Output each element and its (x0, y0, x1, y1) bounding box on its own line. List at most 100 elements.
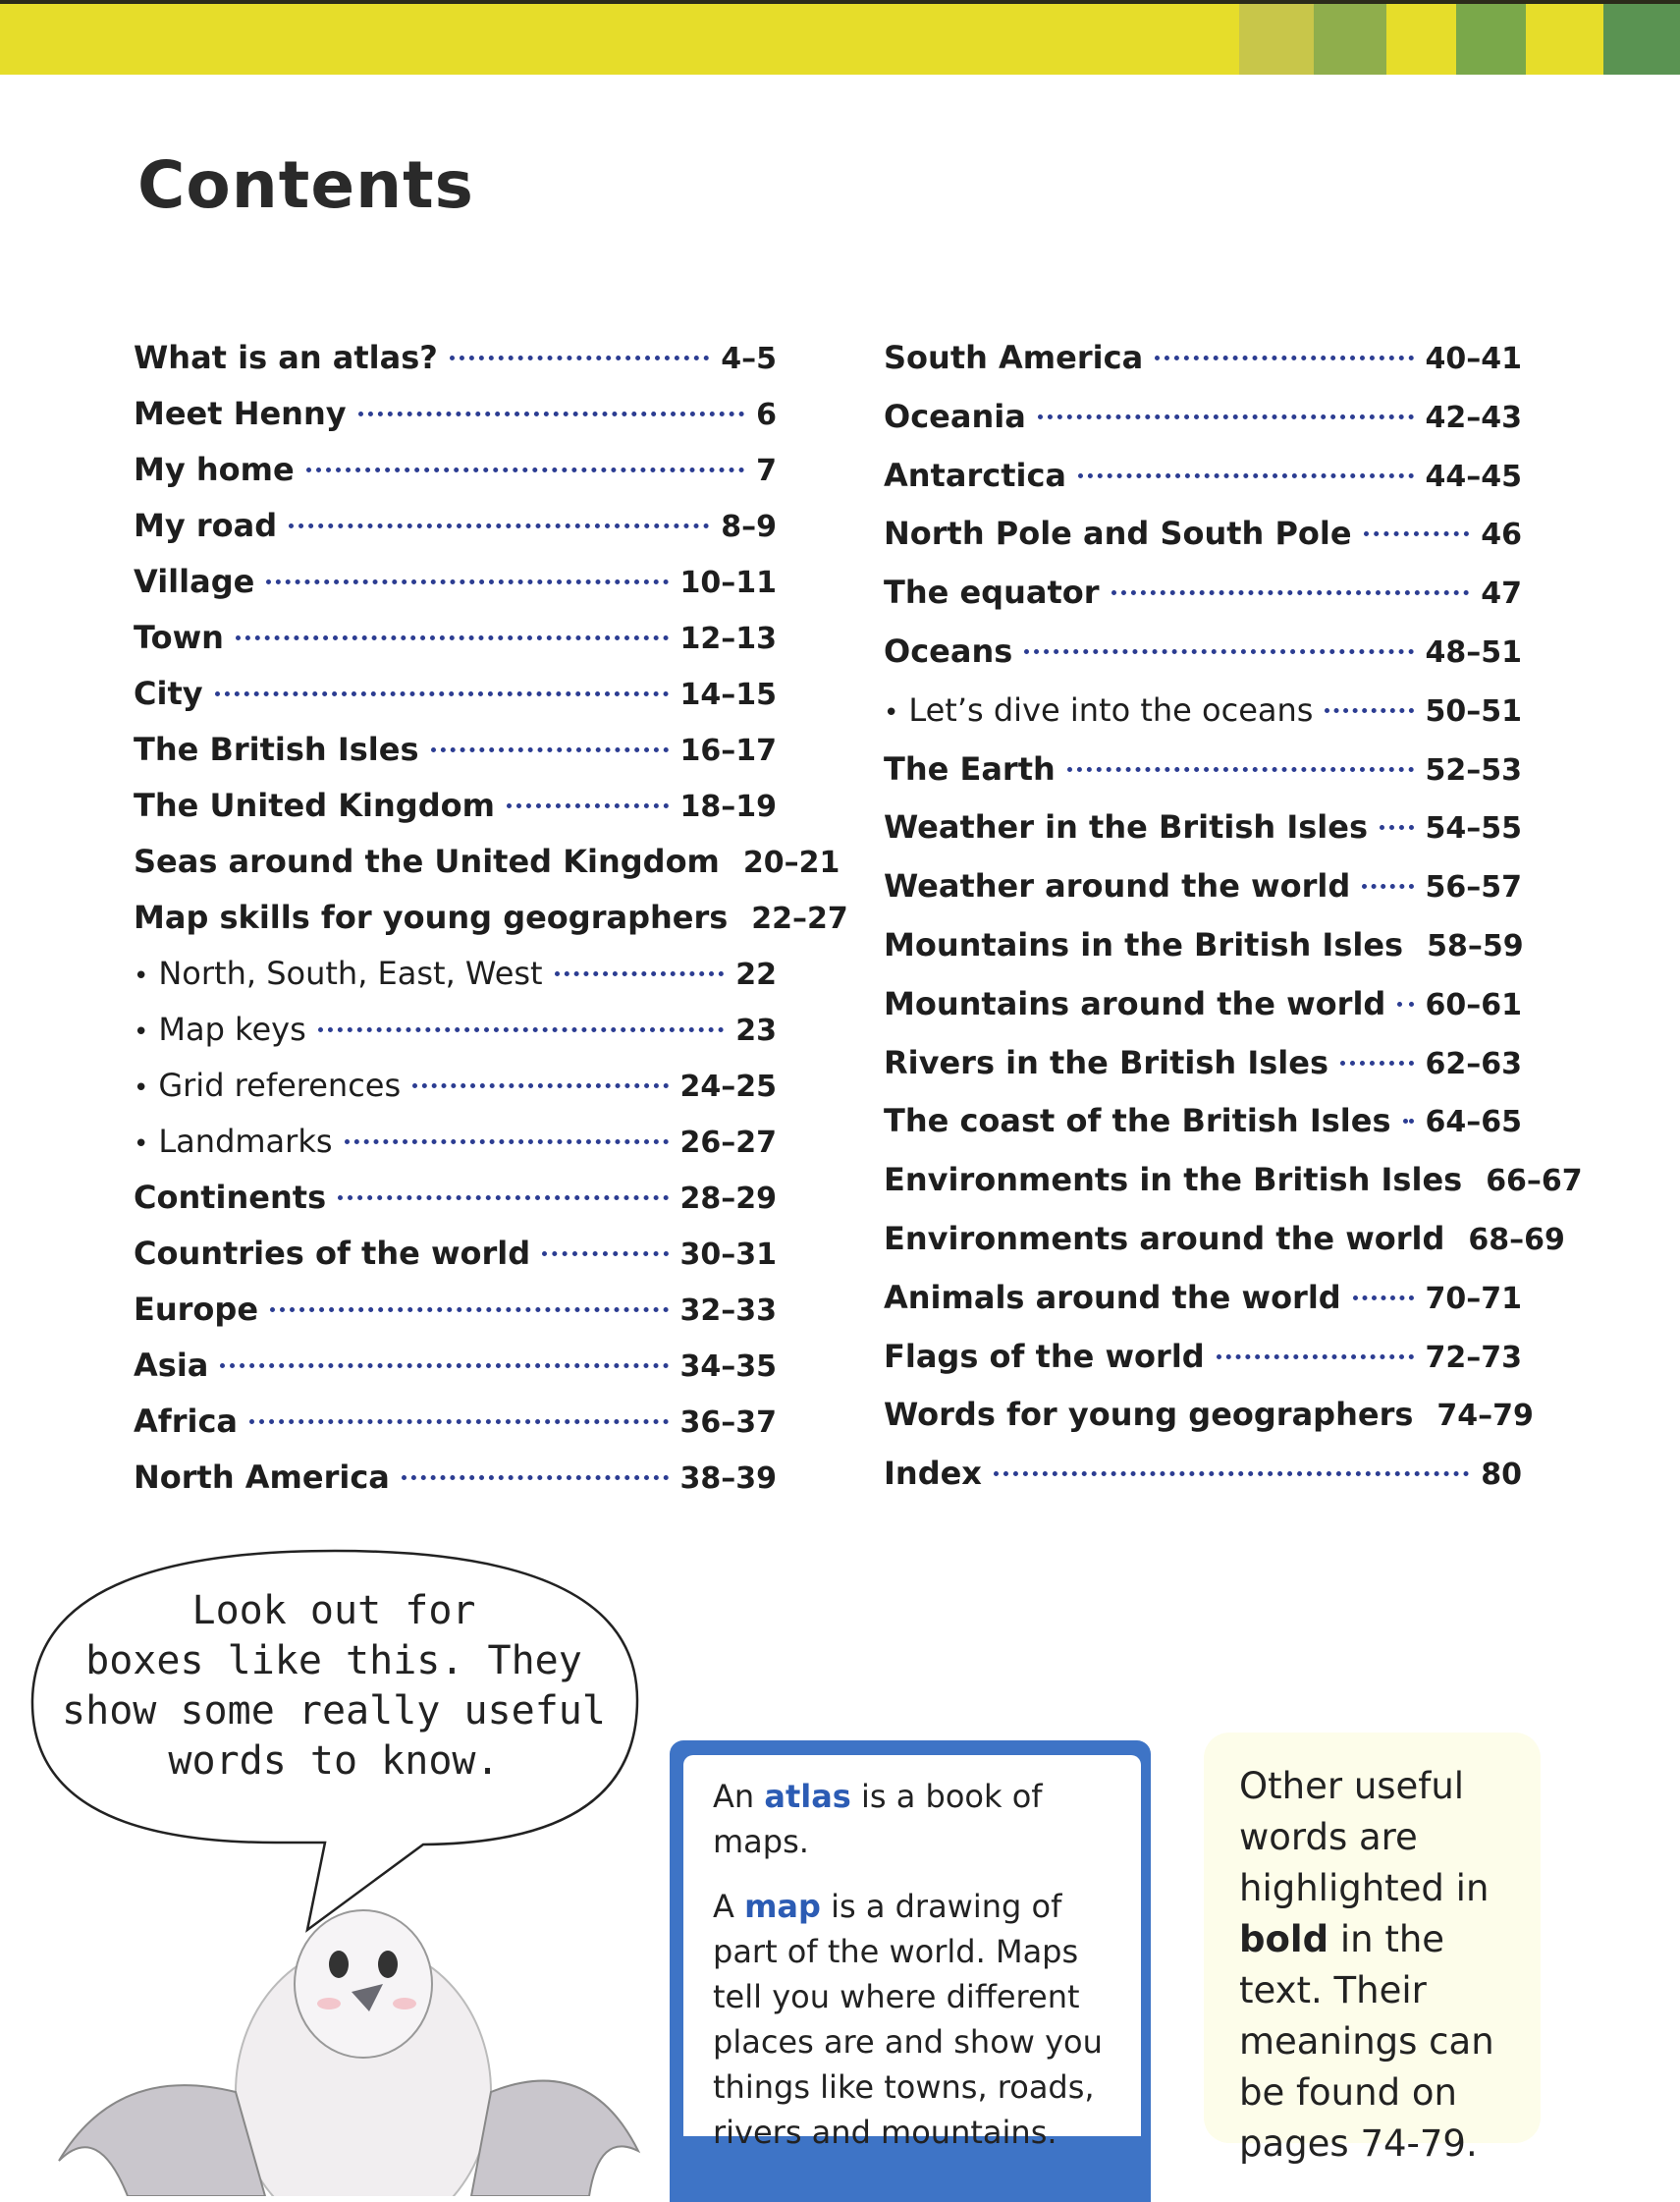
entry-title: The United Kingdom (134, 787, 495, 824)
bubble-line: Look out for (191, 1588, 476, 1633)
entry-page-number: 16–17 (679, 734, 778, 768)
entry-page-number: 34–35 (679, 1349, 778, 1384)
entry-page-number: 8–9 (721, 510, 777, 544)
contents-entry: Asia 34–35 (134, 1347, 777, 1403)
entry-title: Flags of the world (884, 1337, 1205, 1375)
entry-page-number: 66–67 (1486, 1164, 1583, 1199)
entry-title: Environments around the world (884, 1219, 1445, 1257)
dot-leader (1325, 707, 1414, 713)
dot-leader (1216, 1353, 1414, 1359)
dot-leader (1037, 413, 1414, 419)
entry-page-number: 36–37 (679, 1405, 778, 1440)
entry-title: Village (134, 563, 255, 600)
speech-bubble (30, 1549, 639, 1933)
contents-entry: The Earth 52–53 (884, 750, 1522, 809)
speech-bubble-text: Look out for boxes like this. They show … (59, 1586, 609, 1787)
dot-leader (289, 523, 710, 528)
dot-leader (1155, 356, 1414, 360)
entry-page-number: 74–79 (1436, 1399, 1534, 1434)
bullet-icon: • (134, 1073, 149, 1103)
entry-page-number: 50–51 (1425, 693, 1523, 729)
contents-entry: The British Isles 16–17 (134, 731, 777, 787)
contents-entry: Africa 36–37 (134, 1403, 777, 1459)
entry-title: Map skills for young geographers (134, 899, 729, 936)
dot-leader (401, 1475, 669, 1480)
dot-leader (1340, 1060, 1414, 1066)
entry-title: Animals around the world (884, 1278, 1341, 1316)
contents-entry: My home 7 (134, 451, 777, 507)
entry-title: Mountains in the British Isles (884, 925, 1404, 963)
contents-entry: Oceans 48–51 (884, 633, 1522, 691)
contents-entry: Village 10–11 (134, 563, 777, 619)
contents-entry: • North, South, East, West 22 (134, 955, 777, 1011)
entry-title: My road (134, 507, 278, 544)
entry-page-number: 12–13 (679, 622, 778, 656)
text: Other useful words are highlighted in (1239, 1765, 1490, 1909)
dot-leader (506, 803, 669, 808)
dot-leader (1402, 1119, 1414, 1125)
entry-page-number: 42–43 (1425, 400, 1523, 435)
contents-entry: The United Kingdom 18–19 (134, 787, 777, 843)
entry-title: Continents (134, 1179, 327, 1216)
entry-page-number: 80 (1481, 1458, 1522, 1493)
contents-entry: Environments around the world 68–69 (884, 1219, 1565, 1279)
dot-leader (1363, 531, 1470, 537)
entry-page-number: 22–27 (751, 902, 848, 936)
entry-title: The Earth (884, 749, 1056, 788)
entry-page-number: 18–19 (679, 790, 778, 824)
bubble-line: words to know. (168, 1738, 500, 1784)
contents-entry: Mountains around the world 60–61 (884, 985, 1522, 1044)
entry-title: North, South, East, West (158, 955, 543, 992)
entry-page-number: 56–57 (1425, 870, 1523, 906)
entry-page-number: 58–59 (1427, 928, 1524, 963)
entry-title: Seas around the United Kingdom (134, 843, 720, 880)
entry-title: Asia (134, 1347, 209, 1384)
entry-page-number: 6 (756, 398, 777, 432)
entry-page-number: 10–11 (679, 566, 778, 600)
entry-page-number: 70–71 (1425, 1281, 1523, 1316)
dot-leader (554, 971, 725, 976)
text: in the text. Their meanings can be found… (1239, 1918, 1494, 2165)
entry-page-number: 62–63 (1425, 1046, 1523, 1081)
entry-page-number: 32–33 (679, 1294, 778, 1328)
bubble-line: boxes like this. They (85, 1638, 582, 1683)
entry-title: Landmarks (158, 1123, 333, 1160)
dot-leader (249, 1419, 669, 1424)
entry-title: Africa (134, 1403, 238, 1440)
contents-left-column: What is an atlas? 4–5 Meet Henny 6 My home 7 M… (134, 339, 848, 1514)
contents-entry: Map skills for young geographers 22–27 (134, 899, 848, 955)
dot-leader (1066, 766, 1414, 772)
contents-entry: City 14–15 (134, 675, 777, 731)
bold-word: bold (1239, 1918, 1329, 1960)
contents-entry: • Landmarks 26–27 (134, 1123, 777, 1179)
stripe (1526, 4, 1603, 75)
contents-entry: South America 40–41 (884, 339, 1522, 398)
entry-title: North America (134, 1459, 390, 1496)
entry-page-number: 20–21 (742, 846, 840, 880)
contents-entry: Oceania 42–43 (884, 398, 1522, 457)
entry-title: Europe (134, 1291, 259, 1328)
contents-entry: Europe 32–33 (134, 1291, 777, 1347)
entry-page-number: 26–27 (679, 1126, 778, 1160)
contents-entry: Rivers in the British Isles 62–63 (884, 1044, 1522, 1103)
contents-entry: Continents 28–29 (134, 1179, 777, 1235)
dot-leader (993, 1471, 1470, 1477)
entry-title: My home (134, 451, 295, 488)
bullet-icon: • (134, 1018, 149, 1047)
entry-page-number: 52–53 (1425, 752, 1523, 788)
contents-entry: Town 12–13 (134, 619, 777, 675)
dot-leader (317, 1027, 725, 1032)
contents-entry: • Let’s dive into the oceans 50–51 (884, 691, 1522, 750)
contents-right-column: South America 40–41 Oceania 42–43 Antarctica… (884, 339, 1583, 1514)
entry-title: The British Isles (134, 731, 419, 768)
entry-page-number: 68–69 (1468, 1222, 1565, 1257)
contents-entry: • Map keys 23 (134, 1011, 777, 1067)
dot-leader (430, 747, 669, 752)
dot-leader (270, 1307, 669, 1312)
entry-page-number: 48–51 (1425, 634, 1523, 670)
contents-entry: The coast of the British Isles 64–65 (884, 1102, 1522, 1161)
text: is a book of maps. (713, 1778, 1043, 1860)
bubble-line: show some really useful (62, 1688, 606, 1734)
contents-entry: North Pole and South Pole 46 (884, 515, 1522, 574)
text: is a drawing of part of the world. Maps … (713, 1888, 1103, 2151)
